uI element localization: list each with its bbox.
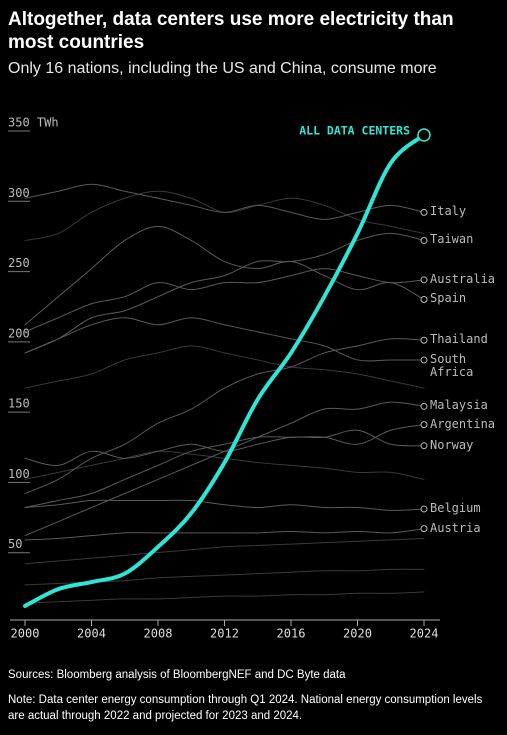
end-marker (420, 236, 428, 244)
country-line (24, 591, 425, 604)
end-marker (420, 276, 428, 284)
y-tick-label: 300 (8, 186, 30, 200)
chart-subtitle: Only 16 nations, including the US and Ch… (8, 60, 437, 77)
country-line (24, 225, 425, 326)
country-line (24, 528, 425, 541)
country-line (24, 401, 425, 537)
highlight-line (23, 133, 426, 608)
series-label: ALL DATA CENTERS (299, 124, 410, 138)
x-tick-label: 2004 (77, 627, 106, 641)
country-line (24, 424, 425, 509)
y-tick-label: 150 (8, 397, 30, 411)
series-label: Thailand (430, 332, 488, 347)
series-label: Argentina (430, 416, 496, 431)
end-marker (420, 295, 428, 303)
y-tick-label: 100 (8, 467, 30, 481)
x-tick-label: 2020 (343, 627, 372, 641)
end-marker (420, 208, 428, 216)
country-line (24, 450, 425, 480)
end-marker (420, 356, 428, 364)
country-line (24, 338, 425, 494)
end-marker (420, 505, 428, 513)
end-marker (420, 442, 428, 450)
y-tick-label: 350 TWh (8, 116, 59, 130)
series-label: Austria (430, 520, 481, 535)
chart-title: Altogether, data centers use more electr… (8, 9, 454, 53)
end-marker (420, 402, 428, 410)
country-line (24, 317, 425, 362)
x-tick-label: 2012 (210, 627, 239, 641)
country-line (24, 429, 425, 466)
source-note: Sources: Bloomberg analysis of Bloomberg… (8, 669, 346, 681)
series-label: Malaysia (430, 398, 488, 413)
series-label: Spain (430, 291, 467, 306)
series-label: Norway (430, 437, 474, 452)
end-marker (417, 128, 431, 142)
x-tick-label: 2016 (277, 627, 306, 641)
country-line (24, 499, 425, 511)
series-label: Taiwan (430, 232, 474, 247)
country-line (24, 537, 425, 565)
country-line (24, 183, 425, 220)
chart: 50 100 150 200 250 300 350 TWh 2000 2004 2008 2012… (8, 116, 440, 641)
series-label: Australia (430, 271, 496, 286)
country-line (24, 268, 425, 333)
x-tick-label: 2000 (11, 627, 40, 641)
end-marker (420, 336, 428, 344)
x-tick-label: 2008 (144, 627, 173, 641)
y-tick-label: 50 (8, 537, 22, 551)
country-line (24, 345, 425, 389)
country-line (24, 232, 425, 354)
end-marker (420, 421, 428, 429)
footnote: Note: Data center energy consumption thr… (8, 694, 483, 722)
x-tick-label: 2024 (410, 627, 439, 641)
y-tick-label: 250 (8, 256, 30, 270)
series-label: Italy (430, 204, 467, 219)
y-tick-label: 200 (8, 326, 30, 340)
series-label: Belgium (430, 500, 481, 515)
end-marker (420, 525, 428, 533)
series-label: South Africa (430, 351, 474, 379)
